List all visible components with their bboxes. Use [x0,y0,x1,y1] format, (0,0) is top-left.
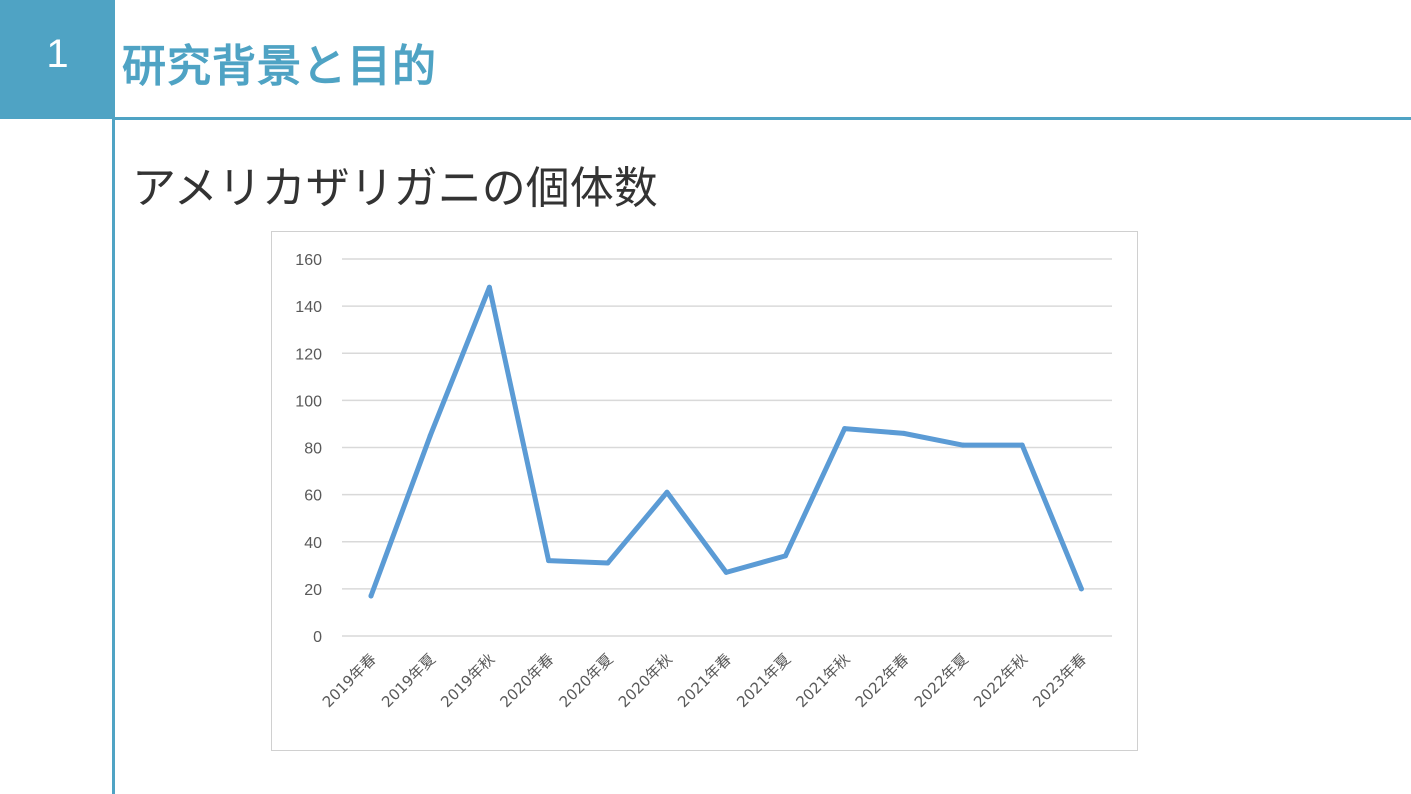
data-point [842,426,848,432]
slide-number-box: 1 [0,0,115,119]
y-tick-label: 140 [295,299,322,316]
data-point [901,430,907,436]
x-tick-label: 2019年秋 [437,650,498,711]
y-tick-label: 80 [304,441,322,458]
title-divider [115,117,1411,120]
x-tick-label: 2021年秋 [792,650,853,711]
data-point [486,284,492,290]
y-tick-label: 40 [304,535,322,552]
y-tick-label: 160 [295,252,322,269]
x-tick-label: 2022年春 [852,650,913,711]
x-tick-label: 2020年夏 [556,650,617,711]
x-tick-label: 2020年秋 [615,650,676,711]
data-point [427,433,433,439]
x-tick-label: 2022年夏 [911,650,972,711]
x-tick-label: 2020年春 [496,650,557,711]
x-tick-label: 2021年夏 [733,650,794,711]
data-point [1078,586,1084,592]
slide-number: 1 [46,32,69,76]
y-tick-label: 0 [313,629,322,646]
series-line [368,284,1084,599]
data-point [1019,442,1025,448]
left-divider [112,119,115,794]
y-tick-label: 120 [295,346,322,363]
slide-title: 研究背景と目的 [122,41,437,92]
x-tick-label: 2022年秋 [970,650,1031,711]
x-tick-label: 2023年春 [1029,650,1090,711]
x-tick-label: 2019年夏 [378,650,439,711]
data-point [960,442,966,448]
line-chart: 0204060801001201401602019年春2019年夏2019年秋2… [295,252,1112,711]
data-point [546,558,552,564]
data-point [782,553,788,559]
y-tick-label: 100 [295,393,322,410]
slide-subtitle: アメリカザリガニの個体数 [132,163,658,214]
data-point [664,489,670,495]
x-tick-label: 2019年春 [319,650,380,711]
x-tick-label: 2021年春 [674,650,735,711]
data-point [368,593,374,599]
data-point [605,560,611,566]
data-point [723,569,729,575]
y-tick-label: 60 [304,488,322,505]
y-tick-label: 20 [304,582,322,599]
chart-frame: 0 20 40 60 80 100 120 140 160 2019年春 2019年夏 2019年秋 2… [271,231,1138,751]
